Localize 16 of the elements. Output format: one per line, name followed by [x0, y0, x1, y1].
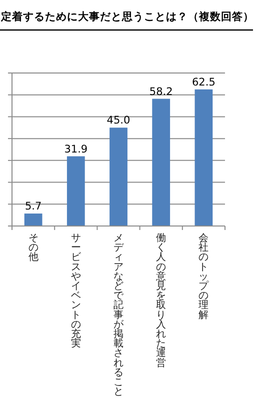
chart-title: 定着するために大事だと思うことは？（複数回答） [0, 10, 254, 23]
category-label: 働く人の意見を取り入れた運営 [156, 233, 166, 369]
category-label: サービスやイベントの充実 [70, 233, 81, 350]
bar [24, 214, 42, 226]
data-label: 45.0 [106, 114, 130, 127]
category-label: 会社のトップの理解 [198, 233, 209, 321]
data-label: 58.2 [149, 86, 173, 98]
data-label: 5.7 [24, 200, 42, 213]
bar [66, 156, 85, 226]
category-label: メディアなどで記事が掲載されること [114, 233, 124, 398]
bar [152, 98, 170, 226]
data-label: 31.9 [64, 143, 88, 156]
bar [194, 89, 213, 226]
bar [110, 128, 128, 226]
data-label: 62.5 [192, 76, 216, 88]
x-tick-label: その他 [28, 233, 38, 264]
